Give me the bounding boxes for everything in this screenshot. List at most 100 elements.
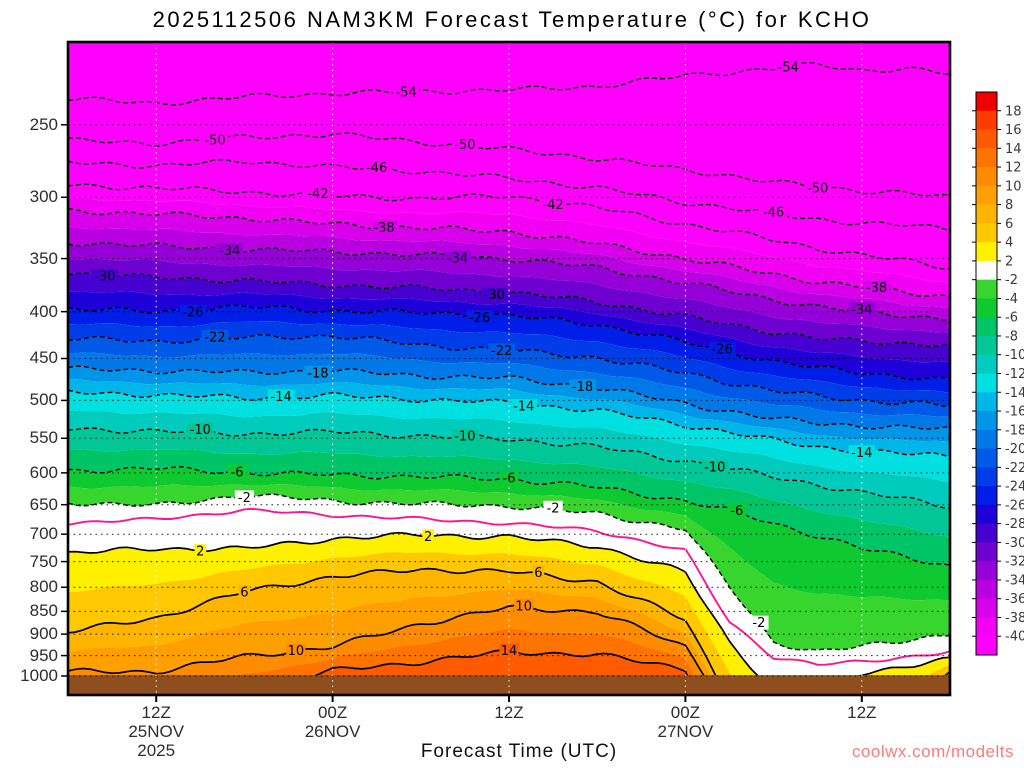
contour-label-bg [451,428,479,443]
contour-label-bg [466,310,493,325]
y-axis-tick-label: 600 [29,462,58,482]
y-axis-tick-label: 450 [29,348,58,368]
x-axis-tick-label: 12Z [807,703,917,722]
colorbar-segment [976,110,997,131]
contour-label-bg [708,342,736,357]
contour-line--46 [68,158,950,232]
contour-label-bg [304,186,332,201]
colorbar-segment [976,429,997,450]
colorbar-tick-label: -12 [1005,367,1024,382]
colorbar-tick-label: 12 [1005,161,1022,176]
contour-label: -10 [704,461,725,476]
contour-label: -18 [572,380,593,395]
x-axis-tick-label: 12Z 25NOV 2025 [101,703,211,760]
colorbar-segment [976,185,997,206]
contour-label: -10 [190,423,211,438]
colorbar-tick-label: -18 [1005,423,1024,438]
contour-line-10 [68,604,719,695]
contour-label: 10 [288,644,305,659]
y-axis-tick-label: 500 [29,390,58,410]
colorbar-tick-label: -26 [1005,498,1024,513]
contour-line--38 [68,207,950,297]
colorbar-segment [976,411,997,431]
colorbar-tick-label: 18 [1005,104,1022,119]
contour-label-bg [532,565,545,580]
contour-label-bg [848,445,876,460]
contour-label: -10 [454,429,475,444]
colorbar-tick-label: -36 [1005,592,1024,607]
colorbar-labels: 18 16 14 12 10 8 6 4 2 -2 -4 -6 -8 -10 -12 -14 -16 -18 -20… [972,104,1024,645]
colorbar-segment [976,617,997,637]
contour-label: -54 [395,86,416,101]
colorbar-segment [976,242,997,262]
contour-line--26 [68,304,950,381]
colorbar-tick-label: -2 [1005,273,1018,288]
contour-label-bg [422,529,434,544]
colorbar-tick-label: -40 [1005,630,1024,645]
contour-label: 2 [196,545,204,560]
contour-label-bg [91,269,119,284]
contour-label: 10 [515,599,532,614]
contour-label: -6 [503,472,516,487]
contour-label-bg [488,343,516,358]
y-axis-tick-label: 750 [29,551,58,571]
contour-label-bg [701,460,729,475]
contour-label-bg [760,204,787,219]
colorbar-segment [976,354,997,374]
colorbar-segment [976,279,997,299]
colorbar-tick-label: -32 [1005,555,1024,570]
contour-label: 14 [501,644,518,659]
contour-label-bg [201,133,229,148]
contour-label-bg [179,304,207,319]
colorbar-tick-label: -8 [1005,329,1018,344]
contour-label-bg [451,137,479,152]
contour-label: -34 [851,303,872,318]
contour-label-bg [480,287,508,302]
y-axis-tick-label: 350 [29,248,58,268]
contour-label: -2 [547,501,560,516]
contour-label-bg [539,197,567,212]
x-axis-tick-line: 26NOV [304,722,361,741]
chart-title: 2025112506 NAM3KM Forecast Temperature (… [152,7,872,32]
colorbar-tick-label: -30 [1005,536,1024,551]
contour-line--6 [68,465,950,566]
terrain-mask [68,675,950,695]
contour-label-bg [804,181,832,196]
contour-label-bg [727,503,747,518]
colorbar: 18 16 14 12 10 8 6 4 2 -2 -4 -6 -8 -10 -12 -14 -16 -18 -20… [972,91,1024,656]
colorbar-tick-label: 6 [1005,217,1013,232]
colorbar-segment [976,579,997,600]
colorbar-segment [976,373,997,393]
x-axis-tick-line: 12Z [847,703,877,722]
colorbar-segment [976,598,997,618]
colorbar-segment [976,148,997,168]
contour-label: -38 [866,281,887,296]
colorbar-tick-label: -34 [1005,573,1024,588]
colorbar-segment [976,486,997,506]
colorbar-segment [976,92,997,112]
contour-label-bg [749,615,769,630]
axis-ticks [61,124,863,702]
contour-label: -54 [778,61,799,76]
colorbar-tick-label: -22 [1005,461,1024,476]
x-axis-tick-label: 12Z [454,703,564,722]
colorbar-segment [976,392,997,412]
contour-label-bg [234,490,254,505]
contour-label-bg [286,643,306,658]
contour-label-bg [774,60,802,75]
contour-label: 6 [534,566,542,581]
contour-label: -50 [204,134,225,149]
contour-label: -14 [851,446,872,461]
colorbar-tick-label: -4 [1005,292,1018,307]
contour-line--34 [68,241,950,322]
contour-label: 6 [240,586,248,601]
x-axis-title: Forecast Time (UTC) [420,741,618,762]
contour-lines [68,61,950,695]
colorbar-segment [976,167,997,187]
contour-line--14 [68,389,950,458]
contour-label: -14 [271,390,292,405]
contour-label-bg [201,330,229,345]
colorbar-tick-label: 10 [1005,179,1022,194]
contour-label: -26 [469,311,490,326]
